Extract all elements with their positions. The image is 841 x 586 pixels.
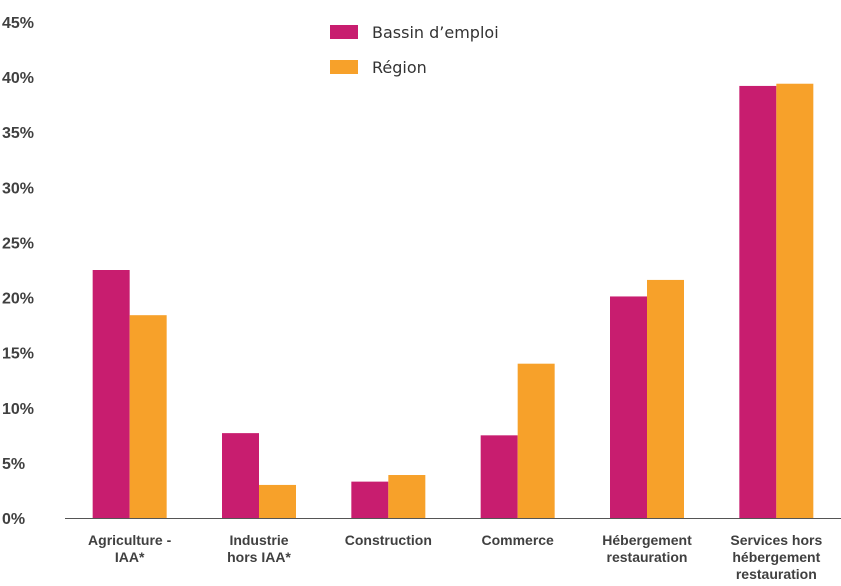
- x-tick-label-line: restauration: [736, 566, 817, 582]
- x-tick-label: Commerce: [481, 532, 554, 548]
- x-axis-ticks: Agriculture -IAA* Industrie hors IAA* Const…: [88, 532, 822, 582]
- bar-bassin-4: [610, 296, 647, 518]
- y-tick-label: 0%: [2, 511, 25, 528]
- x-tick-label-line: Industrie: [229, 532, 288, 548]
- bar-bassin-5: [739, 85, 777, 518]
- bar-bassin-2: [351, 481, 389, 518]
- y-tick-label: 30%: [2, 180, 34, 197]
- bar-region-0: [129, 315, 167, 518]
- x-tick-label-line: Commerce: [481, 532, 554, 548]
- legend-swatch-bassin: [330, 25, 358, 39]
- x-tick-label-line: Agriculture -: [88, 532, 172, 548]
- x-tick-label: Services hors hébergement restauration: [730, 532, 822, 582]
- y-tick-label: 5%: [2, 456, 25, 473]
- bar-region-1: [259, 484, 296, 518]
- x-tick-label: Industrie hors IAA*: [227, 532, 291, 565]
- y-tick-label: 35%: [2, 125, 34, 142]
- x-tick-label-line: Construction: [345, 532, 432, 548]
- y-tick-label: 40%: [2, 70, 34, 87]
- bar-region-3: [517, 363, 555, 518]
- legend-label-bassin: Bassin d’emploi: [372, 23, 499, 42]
- y-tick-label: 15%: [2, 346, 34, 363]
- bar-region-5: [776, 83, 814, 519]
- legend-label-region: Région: [372, 58, 427, 77]
- x-tick-label-line: IAA*: [115, 549, 145, 565]
- x-tick-label-line: hors IAA*: [227, 549, 291, 565]
- y-tick-label: 20%: [2, 291, 34, 308]
- legend: Bassin d’emploi Région: [330, 23, 499, 77]
- y-axis-ticks: 0% 5% 10% 15% 20% 25% 30% 35% 40% 45%: [2, 15, 34, 528]
- bar-region-4: [647, 279, 684, 518]
- y-tick-label: 25%: [2, 235, 34, 252]
- y-tick-label: 45%: [2, 15, 34, 32]
- x-tick-label: Construction: [345, 532, 432, 548]
- bar-bassin-0: [92, 270, 130, 518]
- x-tick-label-line: Services hors: [730, 532, 822, 548]
- bars: [92, 83, 814, 519]
- x-tick-label-line: Hébergement: [602, 532, 692, 548]
- x-tick-label: Agriculture -IAA*: [88, 532, 172, 565]
- legend-swatch-region: [330, 60, 358, 74]
- y-tick-label: 10%: [2, 401, 34, 418]
- x-tick-label-line: hébergement: [732, 549, 820, 565]
- bar-bassin-3: [480, 435, 518, 518]
- x-tick-label: Hébergement restauration: [602, 532, 692, 565]
- bar-bassin-1: [222, 433, 259, 518]
- bar-region-2: [388, 475, 426, 518]
- x-tick-label-line: restauration: [607, 549, 688, 565]
